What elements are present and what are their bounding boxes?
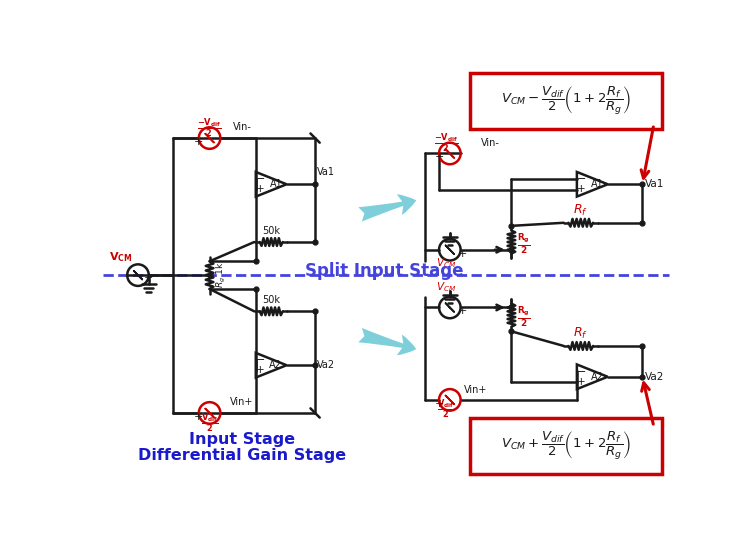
Text: $\mathbf{\frac{V_{dif}}{2}}$: $\mathbf{\frac{V_{dif}}{2}}$	[201, 411, 218, 434]
Text: $V_{CM}$: $V_{CM}$	[436, 281, 456, 294]
Text: +: +	[434, 399, 444, 409]
Text: Va2: Va2	[645, 372, 664, 382]
Text: 50k: 50k	[262, 295, 280, 305]
Text: −: −	[577, 174, 586, 184]
Text: +: +	[144, 273, 154, 283]
Text: $\mathbf{\frac{R_g}{2}}$: $\mathbf{\frac{R_g}{2}}$	[517, 304, 530, 329]
Text: −: −	[256, 174, 265, 184]
Text: Differential Gain Stage: Differential Gain Stage	[138, 448, 346, 463]
Text: A2: A2	[269, 360, 282, 370]
Text: Va1: Va1	[316, 167, 334, 177]
Text: Split Input Stage: Split Input Stage	[305, 261, 464, 280]
Text: $R_f$: $R_f$	[573, 202, 588, 217]
Text: −: −	[577, 367, 586, 377]
Text: $V_{CM}$: $V_{CM}$	[436, 256, 456, 270]
Text: +: +	[458, 306, 466, 316]
Text: 50k: 50k	[262, 226, 280, 235]
Text: A1: A1	[269, 180, 282, 189]
Text: $\mathbf{V_{CM}}$: $\mathbf{V_{CM}}$	[110, 250, 133, 265]
Text: +: +	[578, 184, 586, 194]
Text: $V_{CM} + \dfrac{V_{dif}}{2}\left(1 + 2\dfrac{R_f}{R_g}\right)$: $V_{CM} + \dfrac{V_{dif}}{2}\left(1 + 2\…	[501, 430, 632, 462]
Text: $\mathbf{\frac{-V_{dif}}{2}}$: $\mathbf{\frac{-V_{dif}}{2}}$	[434, 132, 458, 155]
Text: +: +	[256, 365, 265, 375]
Text: $V_{CM} - \dfrac{V_{dif}}{2}\left(1 + 2\dfrac{R_f}{R_g}\right)$: $V_{CM} - \dfrac{V_{dif}}{2}\left(1 + 2\…	[501, 85, 632, 117]
Text: $\mathbf{\frac{-V_{dif}}{2}}$: $\mathbf{\frac{-V_{dif}}{2}}$	[197, 116, 222, 140]
FancyBboxPatch shape	[470, 74, 662, 129]
Text: Vin-: Vin-	[232, 122, 251, 133]
Text: Vin+: Vin+	[230, 397, 254, 407]
Text: Input Stage: Input Stage	[189, 432, 295, 447]
Text: Vin+: Vin+	[464, 385, 487, 395]
Text: Va2: Va2	[316, 360, 334, 370]
Text: $R_g$ 1k: $R_g$ 1k	[215, 262, 228, 288]
Text: Va1: Va1	[645, 179, 664, 189]
FancyBboxPatch shape	[470, 418, 662, 474]
Text: +: +	[256, 184, 265, 194]
Text: −: −	[256, 355, 265, 365]
Text: A1: A1	[590, 180, 603, 189]
Text: +: +	[458, 249, 466, 259]
Text: A2: A2	[590, 372, 603, 382]
Text: +: +	[194, 412, 203, 422]
Text: +: +	[578, 377, 586, 387]
Text: $\mathbf{\frac{R_g}{2}}$: $\mathbf{\frac{R_g}{2}}$	[517, 231, 530, 256]
Text: $\mathbf{\frac{V_{dif}}{2}}$: $\mathbf{\frac{V_{dif}}{2}}$	[437, 398, 454, 421]
Text: +: +	[194, 137, 203, 147]
Text: +: +	[434, 153, 444, 162]
Text: Vin-: Vin-	[481, 138, 500, 148]
Text: $R_f$: $R_f$	[573, 326, 588, 341]
